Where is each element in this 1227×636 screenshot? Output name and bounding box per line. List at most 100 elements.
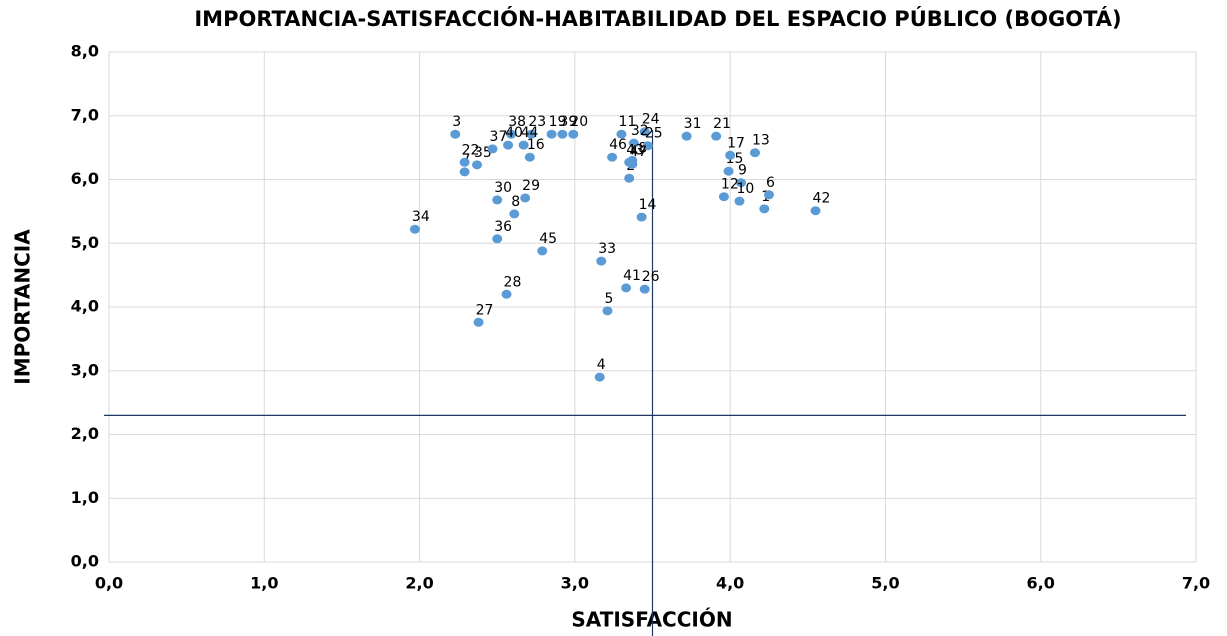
point [810,206,821,216]
point [473,317,484,327]
point-label: 5 [604,291,613,307]
point [636,212,647,222]
point-label: 19 [549,114,567,130]
point-label: 34 [412,209,430,225]
x-tick-label: 5,0 [871,574,899,593]
point-label: 26 [642,269,660,285]
point-label: 44 [521,125,539,141]
point [520,193,531,203]
x-tick-label: 2,0 [405,574,433,593]
point-label: 24 [642,112,660,128]
point-label: 41 [623,268,641,284]
x-tick-label: 7,0 [1182,574,1210,593]
x-tick-label: 0,0 [95,574,123,593]
x-tick-label: 3,0 [561,574,589,593]
y-tick-label: 5,0 [71,233,99,252]
point-label: 21 [713,116,731,132]
point-label: 30 [494,180,512,196]
point-label: 36 [494,219,512,235]
point-label: 28 [504,274,522,290]
point [627,159,638,169]
y-tick-label: 0,0 [71,552,99,571]
point [492,195,503,205]
point-label: 39 [559,114,577,130]
point [642,141,653,151]
point-label: 13 [752,133,770,149]
point [639,284,650,294]
point [759,204,770,214]
point-label: 29 [522,178,540,194]
point-label: 32 [631,123,649,139]
point [503,140,514,150]
point-label: 45 [539,231,557,247]
point-label: 31 [684,116,702,132]
point-label: 8 [511,194,520,210]
point [616,129,627,139]
x-tick-label: 6,0 [1027,574,1055,593]
chart-title: IMPORTANCIA-SATISFACCIÓN-HABITABILIDAD D… [194,6,1121,31]
point-label: 27 [476,302,494,318]
point [749,148,760,158]
point [546,129,557,139]
point [450,129,461,139]
y-tick-label: 8,0 [71,42,99,61]
y-tick-label: 6,0 [71,169,99,188]
point [711,131,722,141]
point-label: 37 [490,129,508,145]
point-label: 33 [598,241,616,257]
point-label: 12 [721,177,739,193]
y-tick-label: 7,0 [71,105,99,124]
point-label: 10 [736,181,754,197]
point [624,173,635,183]
point-label: 14 [639,197,657,213]
point [518,140,529,150]
y-tick-label: 1,0 [71,488,99,507]
point-label: 11 [618,114,636,130]
point-label: 4 [597,357,606,373]
y-tick-label: 2,0 [71,424,99,443]
point-label: 43 [626,142,644,158]
point [506,129,517,139]
point-label: 42 [813,191,831,207]
point-label: 38 [508,114,526,130]
point-label: 47 [629,144,647,160]
x-tick-label: 1,0 [250,574,278,593]
point-label: 9 [738,163,747,179]
point-label: 3 [452,114,461,130]
point [568,129,579,139]
point [487,144,498,154]
point [723,166,734,176]
point [459,157,470,167]
point [524,152,535,162]
point [602,306,613,316]
point [537,246,548,256]
y-tick-label: 3,0 [71,360,99,379]
point-label: 25 [645,126,663,142]
point-label: 16 [527,137,545,153]
point [628,138,639,148]
y-tick-label: 4,0 [71,297,99,316]
point [557,129,568,139]
point [596,256,607,266]
point-label: 35 [474,145,492,161]
point [607,152,618,162]
point [459,167,470,177]
point [621,283,632,293]
point [763,190,774,200]
point [594,372,605,382]
point-label: 22 [462,142,480,158]
point-label: 46 [609,137,627,153]
point [725,150,736,160]
point [639,127,650,137]
point [472,160,483,170]
point [681,131,692,141]
y-axis-label: IMPORTANCIA [11,229,35,385]
point [509,209,520,219]
point-label: 40 [505,125,523,141]
x-tick-label: 4,0 [716,574,744,593]
point [526,129,537,139]
point [734,196,745,206]
point [409,224,420,234]
point [718,192,729,202]
